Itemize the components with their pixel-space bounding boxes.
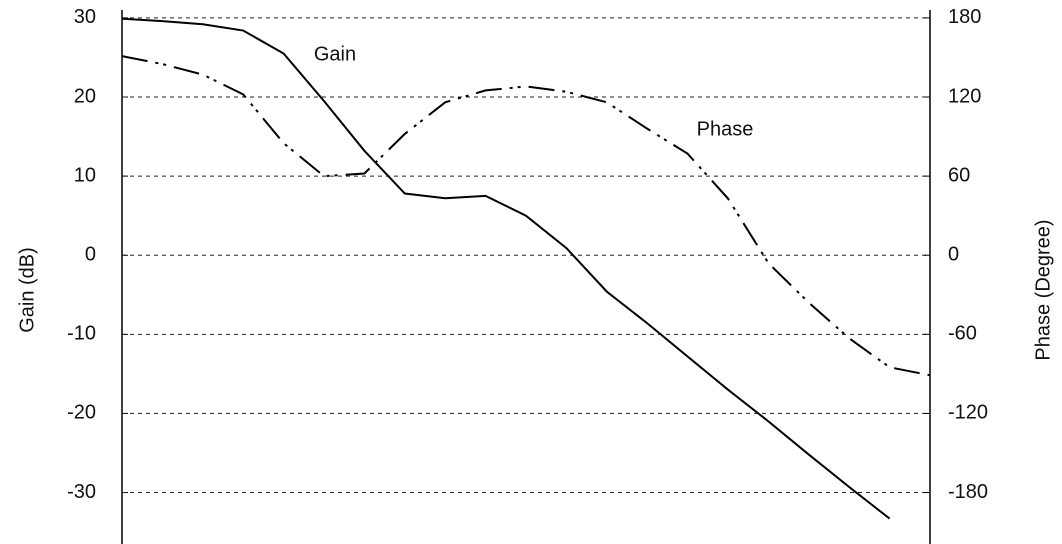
- y2-tick-label: -120: [948, 402, 988, 424]
- y2-tick-label: -60: [948, 323, 977, 345]
- y2-tick-label: -180: [948, 481, 988, 503]
- y2-tick-label: 60: [948, 164, 970, 186]
- series-line: [121, 55, 931, 377]
- y-tick-label: 30: [74, 6, 96, 28]
- y2-tick-label: 180: [948, 6, 981, 28]
- y-tick-label: 20: [74, 85, 96, 107]
- series-line: [121, 17, 891, 520]
- series-label: Phase: [697, 118, 754, 140]
- y-tick-label: -10: [67, 323, 96, 345]
- y-axis-label: Gain (dB): [16, 247, 38, 333]
- y-tick-label: 0: [85, 244, 96, 266]
- y-tick-label: 10: [74, 164, 96, 186]
- y2-tick-label: 0: [948, 244, 959, 266]
- y2-tick-label: 120: [948, 85, 981, 107]
- y2-axis-label: Phase (Degree): [1032, 219, 1054, 360]
- y-tick-label: -20: [67, 402, 96, 424]
- y-tick-label: -30: [67, 481, 96, 503]
- series-label: Gain: [314, 43, 356, 65]
